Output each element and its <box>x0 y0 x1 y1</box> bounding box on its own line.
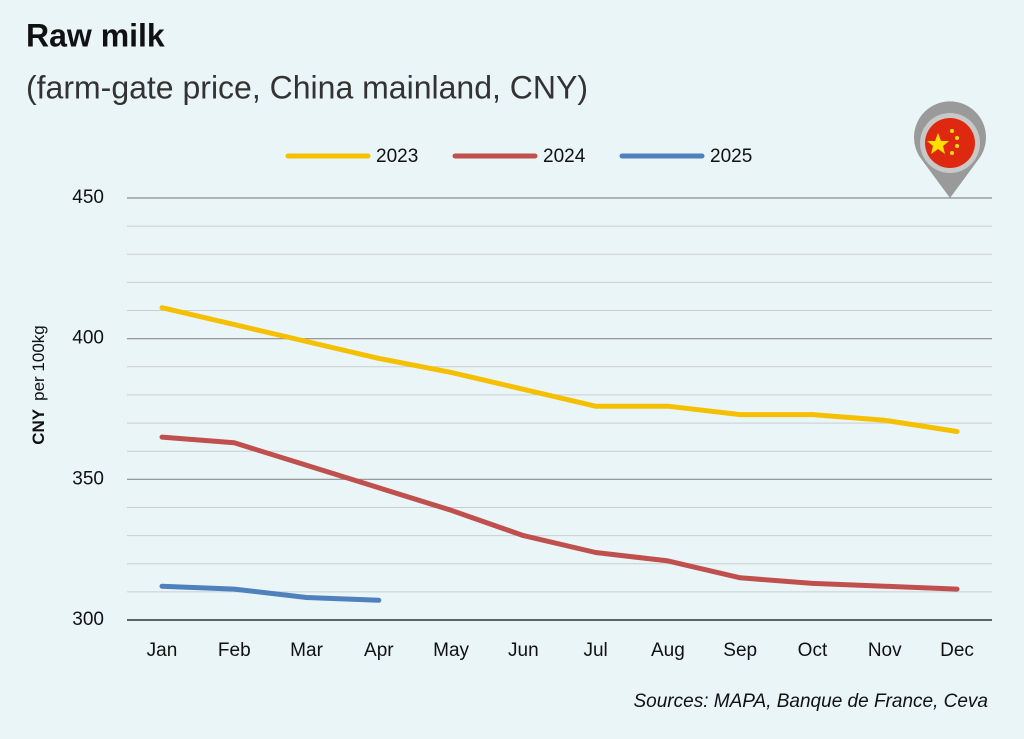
line-series <box>159 434 960 592</box>
line-series <box>159 305 960 434</box>
legend-label: 2025 <box>710 146 752 167</box>
x-tick-label: Oct <box>798 640 828 661</box>
y-tick-label: 400 <box>72 328 104 349</box>
x-tick-label: Jan <box>147 640 178 661</box>
flag-pin <box>914 101 987 198</box>
y-axis-label-detail: per 100kg <box>29 325 48 401</box>
x-tick-label: Sep <box>723 640 757 661</box>
line-series <box>159 583 382 603</box>
x-tick-label: Jun <box>508 640 539 661</box>
x-tick-label: Jul <box>583 640 607 661</box>
y-tick-label: 300 <box>72 609 104 630</box>
x-tick-label: Nov <box>868 640 902 661</box>
y-tick-label: 450 <box>72 187 104 208</box>
x-tick-label: Aug <box>651 640 685 661</box>
x-tick-label: Dec <box>940 640 974 661</box>
y-axis-label: CNY per 100kg <box>29 325 48 445</box>
x-tick-label: Mar <box>290 640 323 661</box>
chart-subtitle: (farm-gate price, China mainland, CNY) <box>26 69 588 105</box>
x-tick-label: May <box>433 640 469 661</box>
source: Sources: MAPA, Banque de France, Ceva <box>634 691 989 712</box>
y-tick-label: 350 <box>72 468 104 489</box>
y-axis-label-unit: CNY <box>29 408 48 445</box>
x-tick-label: Apr <box>364 640 394 661</box>
x-tick-label: Feb <box>218 640 251 661</box>
chart-title: Raw milk <box>26 17 165 53</box>
legend-label: 2024 <box>543 146 586 167</box>
legend-label: 2023 <box>376 146 418 167</box>
